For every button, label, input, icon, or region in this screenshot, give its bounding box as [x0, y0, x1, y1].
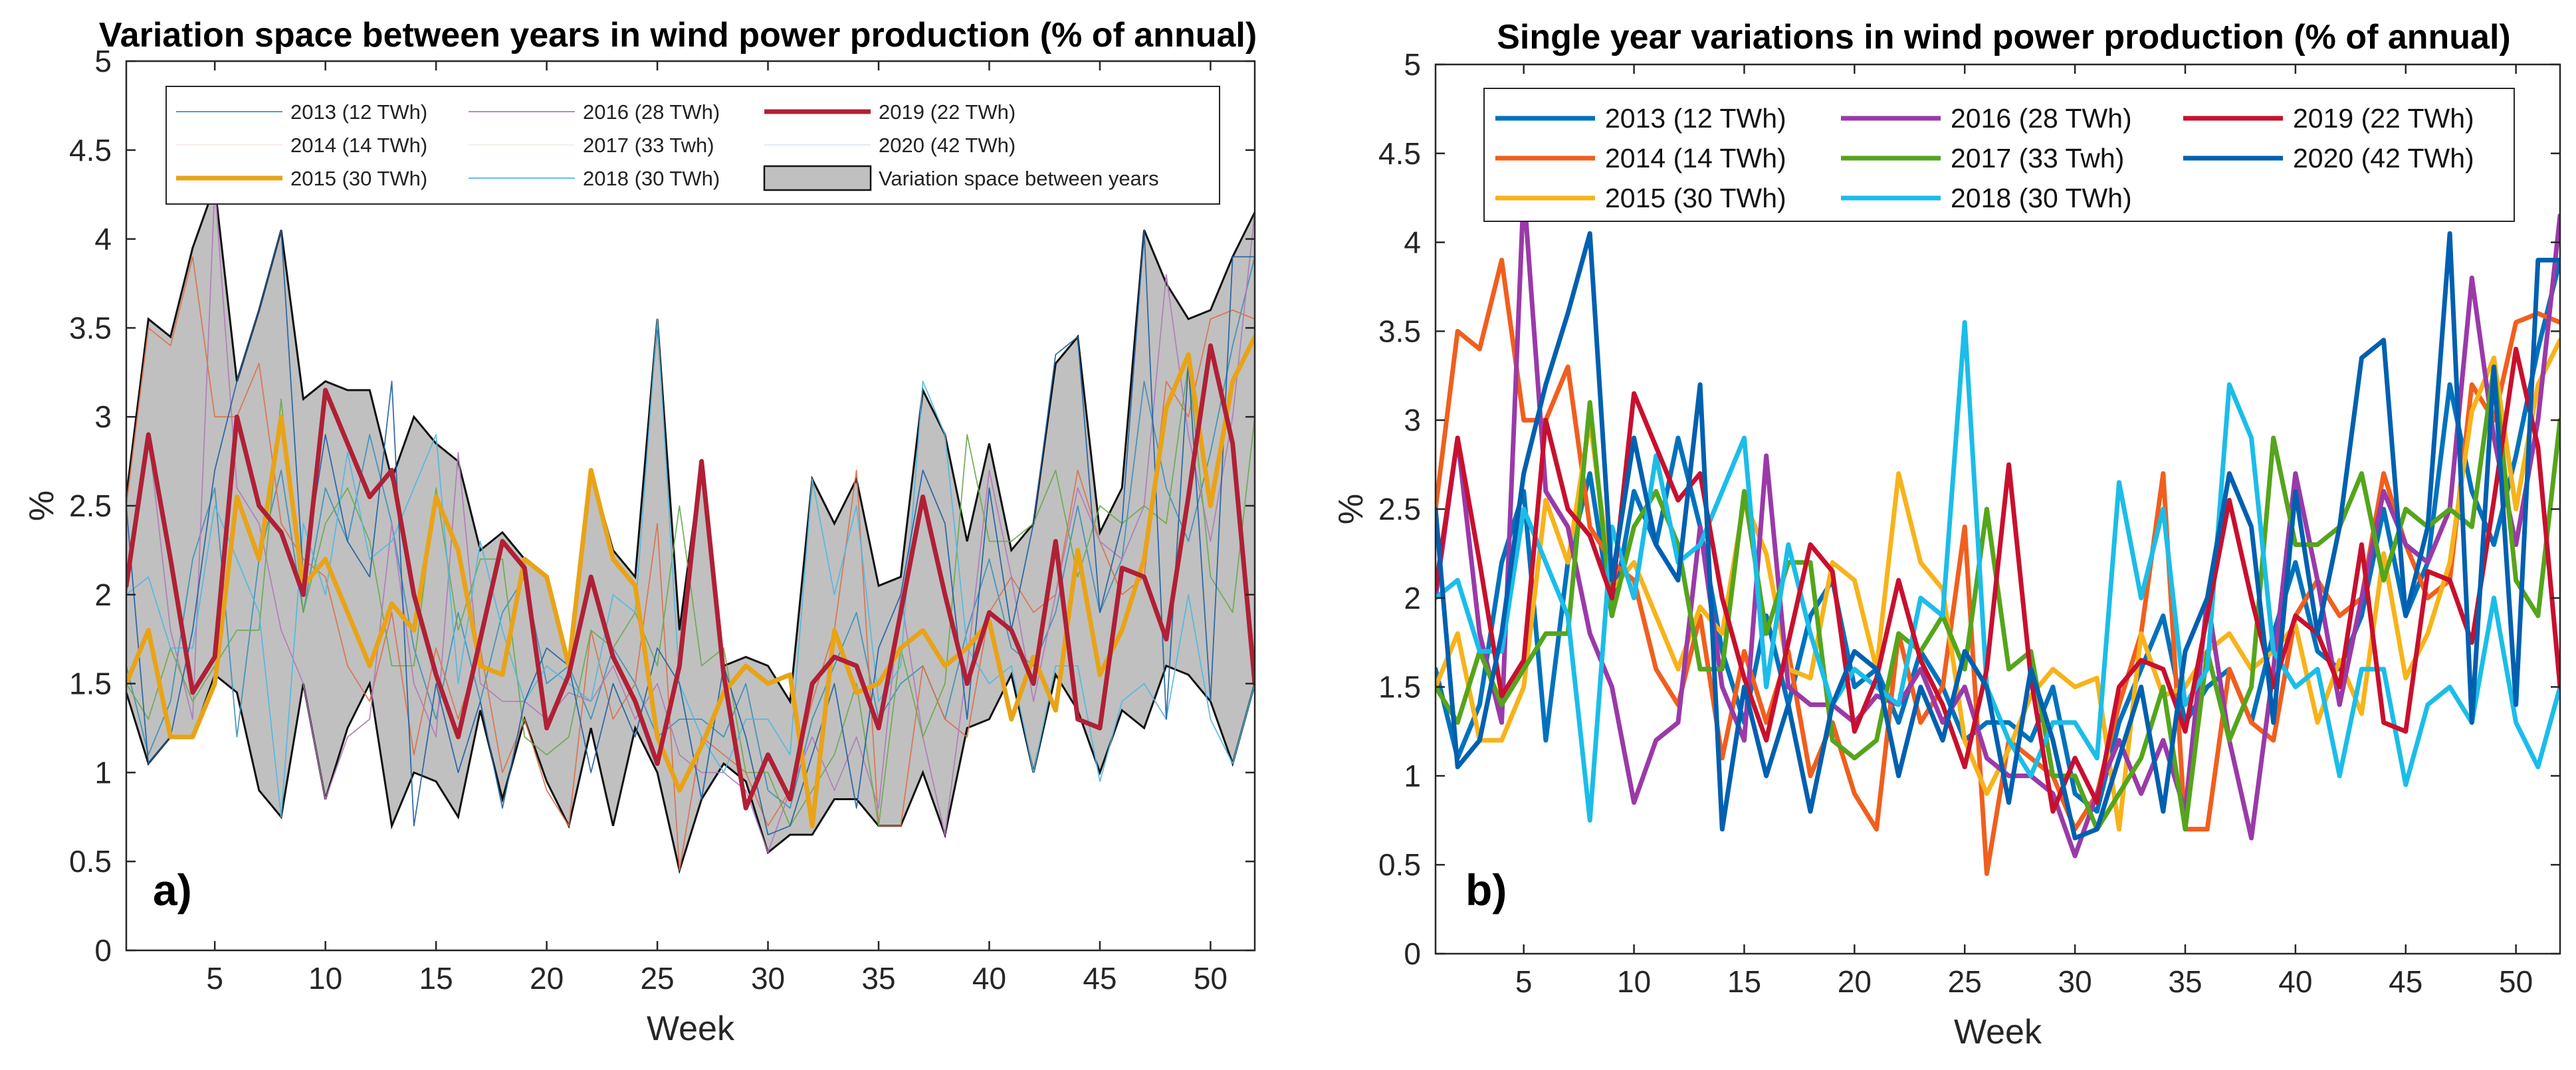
- y-tick-label: 3: [1404, 403, 1421, 437]
- x-tick-label: 30: [2058, 964, 2092, 999]
- x-tick-label: 15: [1727, 964, 1761, 999]
- series-line-2019: [126, 343, 1255, 811]
- y-tick-label: 2: [94, 578, 112, 612]
- x-axis-label: Week: [647, 1010, 735, 1048]
- y-tick-label: 1: [1404, 758, 1421, 793]
- series-line-2017: [1436, 364, 2560, 832]
- legend-box: [1483, 88, 2515, 222]
- legend: 2013 (12 TWh) 2014 (14 TWh) 2015 (30 TWh) 2…: [1483, 88, 2515, 222]
- x-tick-label: 25: [640, 961, 674, 996]
- legend-swatch-area: [763, 165, 872, 191]
- legend-label: 2013 (12 TWh): [290, 100, 427, 124]
- legend-label: 2018 (30 TWh): [583, 167, 720, 190]
- y-tick-label: 4: [1404, 225, 1421, 260]
- chart-title: Variation space between years in wind po…: [99, 16, 1257, 54]
- y-tick-label: 2.5: [69, 488, 112, 523]
- legend-label: 2013 (12 TWh): [1605, 103, 1786, 134]
- series-group: [1436, 186, 2560, 877]
- legend-label: 2016 (28 TWh): [583, 100, 720, 124]
- legend-label: 2019 (22 TWh): [879, 100, 1016, 124]
- series-group: [126, 185, 1255, 871]
- panel-b: 0 0.5 1 1.5 2 2.5 3 3.5 4 4.5 5 5 10 15 20 25 30 35 40 45 50…: [1332, 18, 2561, 1051]
- x-tick-label: 15: [419, 961, 453, 996]
- legend-label: 2016 (28 TWh): [1951, 103, 2132, 134]
- y-tick-label: 1.5: [1378, 670, 1421, 704]
- x-tick-label: 50: [1194, 961, 1228, 996]
- x-tick-label: 50: [2499, 964, 2533, 999]
- legend-label: 2014 (14 TWh): [290, 134, 427, 157]
- variation-space-area: [126, 185, 1255, 871]
- y-tick-label: 2.5: [1378, 492, 1421, 526]
- legend: 2013 (12 TWh) 2014 (14 TWh) 2015 (30 TWh) 2…: [165, 86, 1220, 205]
- series-line-2016: [1436, 186, 2560, 859]
- y-tick-label: 3.5: [69, 310, 112, 345]
- x-tick-label: 10: [308, 961, 342, 996]
- panel-letter: a): [153, 865, 192, 914]
- legend-label: 2015 (30 TWh): [1605, 183, 1786, 213]
- y-tick-label: 0: [1404, 936, 1421, 971]
- legend-label: Variation space between years: [879, 167, 1159, 190]
- series-line-2018: [126, 318, 1255, 818]
- x-tick-label: 5: [206, 961, 223, 996]
- legend-label: 2020 (42 TWh): [879, 134, 1016, 157]
- y-tick-label: 1: [94, 755, 112, 790]
- series-line-2013: [1436, 257, 2560, 814]
- y-tick-label: 5: [1404, 47, 1421, 82]
- series-line-2018: [1436, 320, 2560, 823]
- x-tick-label: 20: [530, 961, 564, 996]
- x-tick-label: 45: [1083, 961, 1117, 996]
- y-tick-label: 0.5: [69, 844, 112, 879]
- x-axis-label: Week: [1954, 1013, 2042, 1051]
- x-tick-label: 20: [1838, 964, 1872, 999]
- y-tick-label: 0.5: [1378, 847, 1421, 882]
- y-tick-label: 4.5: [1378, 136, 1421, 171]
- y-tick-label: 5: [94, 44, 112, 78]
- y-tick-label: 3.5: [1378, 314, 1421, 348]
- x-tick-label: 35: [861, 961, 895, 996]
- x-tick-label: 40: [2278, 964, 2312, 999]
- legend-label: 2017 (33 Twh): [583, 134, 714, 157]
- y-tick-label: 2: [1404, 581, 1421, 615]
- panel-a: 0 0.5 1 1.5 2 2.5 3 3.5 4 4.5 5 5 10 15 20 25 30 35 40 45 50…: [23, 16, 1257, 1048]
- y-tick-label: 0: [94, 933, 112, 968]
- y-tick-label: 4: [94, 222, 112, 257]
- series-line-2020: [1436, 231, 2560, 841]
- legend-label: 2018 (30 TWh): [1951, 183, 2132, 213]
- x-tick-label: 25: [1948, 964, 1982, 999]
- y-axis-label: %: [23, 490, 61, 521]
- legend-box: [165, 86, 1220, 205]
- panel-letter: b): [1465, 865, 1507, 914]
- x-tick-label: 40: [972, 961, 1006, 996]
- legend-label: 2017 (33 Twh): [1951, 143, 2124, 173]
- y-axis-label: %: [1332, 494, 1370, 524]
- x-tick-label: 35: [2168, 964, 2202, 999]
- legend-label: 2015 (30 TWh): [290, 167, 427, 190]
- legend-label: 2020 (42 TWh): [2293, 143, 2474, 173]
- legend-label: 2014 (14 TWh): [1605, 143, 1786, 173]
- chart-title: Single year variations in wind power pro…: [1497, 18, 2511, 56]
- y-tick-label: 4.5: [69, 133, 112, 167]
- x-tick-label: 5: [1515, 964, 1533, 999]
- legend-label: 2019 (22 TWh): [2293, 103, 2474, 134]
- x-tick-label: 45: [2389, 964, 2422, 999]
- series-line-2017: [126, 363, 1255, 827]
- series-line-2013: [126, 256, 1255, 809]
- y-tick-label: 3: [94, 399, 112, 434]
- y-tick-label: 1.5: [69, 667, 112, 701]
- x-tick-label: 10: [1617, 964, 1651, 999]
- x-tick-label: 30: [751, 961, 785, 996]
